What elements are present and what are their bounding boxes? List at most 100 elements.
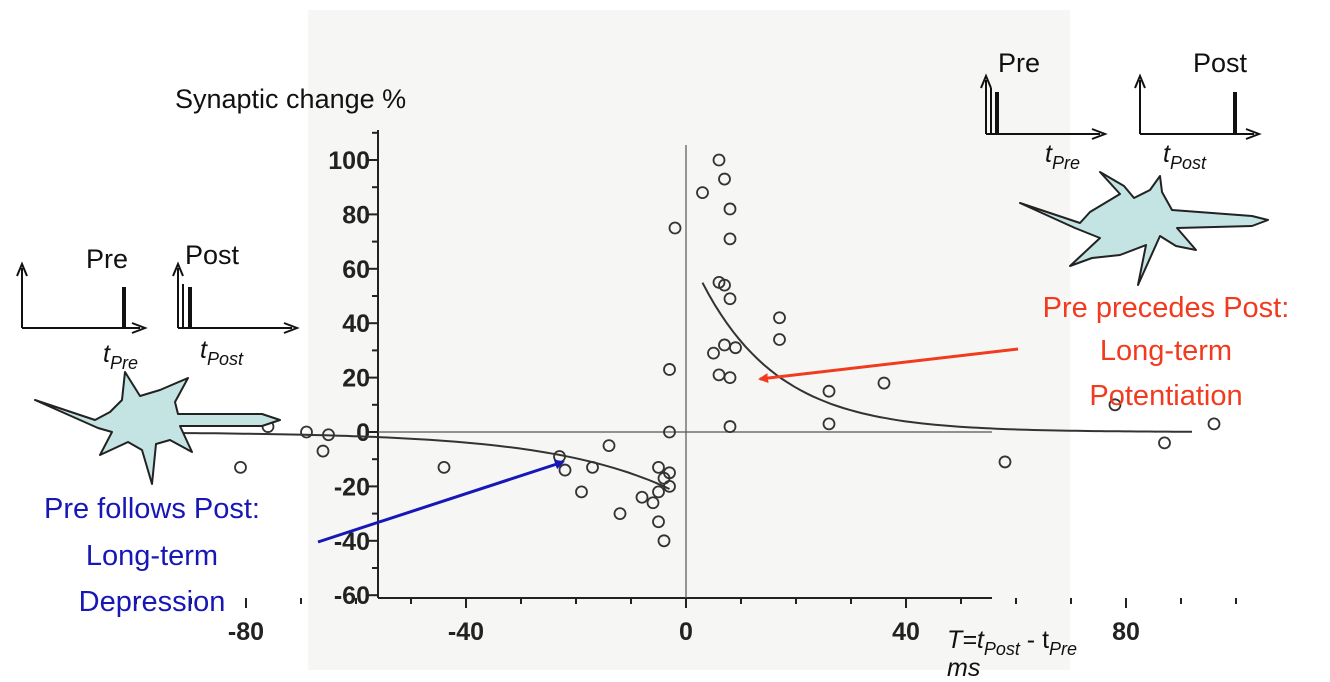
- data-point: [663, 363, 676, 376]
- ltd-post-label: Post: [185, 240, 240, 270]
- x-axis-unit: ms: [947, 654, 980, 682]
- data-point: [300, 425, 313, 439]
- data-point: [712, 153, 726, 167]
- data-point: [723, 420, 737, 433]
- ltp-annotation: Pre precedes Post: Long-term Potentiatio…: [1043, 292, 1290, 412]
- data-point: [663, 425, 676, 439]
- ltd-t-pre-t: t: [103, 340, 111, 368]
- data-point: [723, 202, 737, 216]
- data-point: [652, 485, 665, 499]
- data-point: [822, 417, 836, 431]
- data-point: [635, 490, 649, 504]
- ltd-t-post-sub: Post: [207, 349, 244, 369]
- ltd-annotation: Pre follows Post: Long-term Depression: [44, 493, 260, 618]
- ltd-post-xaxis-arrowhead: [283, 322, 300, 334]
- x-formula-t: T=t: [947, 626, 985, 654]
- fit-curve-ltd: [119, 431, 670, 490]
- data-point: [729, 341, 742, 355]
- x-formula-pre-sub: Pre: [1049, 639, 1077, 659]
- x-tick-label: 80: [1112, 618, 1140, 646]
- y-tick-label: -60: [334, 582, 370, 610]
- ltd-t-pre-label: tPre: [103, 340, 138, 373]
- ltp-line3: Potentiation: [1089, 380, 1242, 412]
- x-formula-post-sub: Post: [984, 639, 1021, 659]
- ltd-pre-label: Pre: [86, 244, 128, 274]
- ltp-arrow: [758, 347, 1019, 384]
- data-point: [877, 376, 891, 390]
- data-point: [652, 460, 665, 474]
- y-tick-label: 0: [356, 419, 370, 447]
- neuron-icon: [34, 371, 281, 485]
- ltp-line1: Pre precedes Post:: [1043, 292, 1290, 324]
- ltp-post-xaxis-arrowhead: [1245, 128, 1262, 140]
- y-tick-label: 100: [328, 147, 370, 175]
- y-tick-label: 40: [342, 310, 370, 338]
- fit-curves: [119, 282, 1192, 490]
- data-point: [1158, 436, 1171, 450]
- x-tick-label: 40: [892, 618, 920, 646]
- data-point: [602, 439, 616, 453]
- ltd-arrow: [317, 459, 565, 544]
- data-point: [718, 278, 731, 292]
- data-point: [316, 444, 330, 458]
- ltd-pre-yaxis-arrowhead: [16, 261, 28, 277]
- data-point: [575, 485, 588, 499]
- plot-background: [308, 10, 1070, 670]
- ltp-post-label: Post: [1193, 48, 1248, 78]
- y-tick-label: 60: [342, 256, 370, 284]
- data-point: [668, 221, 682, 235]
- neuron-icon: [1019, 171, 1269, 286]
- ltp-pre-xaxis-arrowhead: [1091, 128, 1108, 140]
- data-point: [437, 460, 451, 474]
- data-point: [652, 515, 665, 529]
- data-point: [1207, 417, 1221, 431]
- ltd-line2: Long-term: [86, 540, 218, 572]
- ltp-pre-yaxis-arrowhead: [980, 73, 992, 89]
- ltd-pre-xaxis-arrowhead: [131, 322, 148, 334]
- data-point: [586, 460, 599, 474]
- ltd-line1: Pre follows Post:: [44, 493, 260, 525]
- ltd-t-post-t: t: [200, 336, 208, 364]
- data-point: [723, 232, 737, 246]
- data-point: [696, 186, 709, 200]
- y-axis-title: Synaptic change %: [175, 84, 406, 114]
- data-point: [1108, 398, 1122, 412]
- ltp-line2: Long-term: [1100, 335, 1232, 367]
- fit-curve-ltp: [701, 282, 1192, 433]
- ltp-pre-label: Pre: [998, 48, 1040, 78]
- data-point: [723, 371, 737, 385]
- y-tick-label: 20: [342, 365, 370, 393]
- y-tick-label: 80: [342, 201, 370, 229]
- x-tick-label: 0: [679, 618, 693, 646]
- ltd-post-yaxis-arrowhead: [172, 261, 184, 277]
- data-point: [646, 496, 660, 510]
- ltd-spike-diagrams: [16, 261, 300, 334]
- ltp-spike-diagrams: [980, 73, 1262, 140]
- data-point: [558, 463, 572, 477]
- ltd-t-pre-sub: Pre: [110, 353, 138, 373]
- y-tick-label: -20: [334, 473, 370, 501]
- ltp-t-post-label: tPost: [1163, 140, 1207, 173]
- data-point: [663, 479, 676, 493]
- data-point: [822, 384, 836, 398]
- x-formula-minus: - t: [1020, 626, 1049, 654]
- data-point: [234, 460, 247, 474]
- data-point: [613, 507, 627, 520]
- ltp-t-pre-sub: Pre: [1052, 153, 1080, 173]
- data-point: [773, 333, 786, 346]
- data-point: [657, 534, 671, 548]
- ltp-t-post-t: t: [1163, 140, 1171, 168]
- ltd-line3: Depression: [79, 586, 226, 618]
- data-point: [707, 346, 720, 360]
- data-point: [998, 455, 1012, 469]
- ltd-t-post-label: tPost: [200, 336, 244, 369]
- ltp-t-pre-t: t: [1045, 140, 1053, 168]
- ltp-t-post-sub: Post: [1170, 153, 1207, 173]
- x-axis-formula: T=tPost - tPre: [947, 626, 1077, 659]
- data-points: [113, 153, 1221, 548]
- ltp-post-yaxis-arrowhead: [1134, 73, 1146, 89]
- data-point: [773, 311, 786, 325]
- x-tick-label: -80: [228, 618, 264, 646]
